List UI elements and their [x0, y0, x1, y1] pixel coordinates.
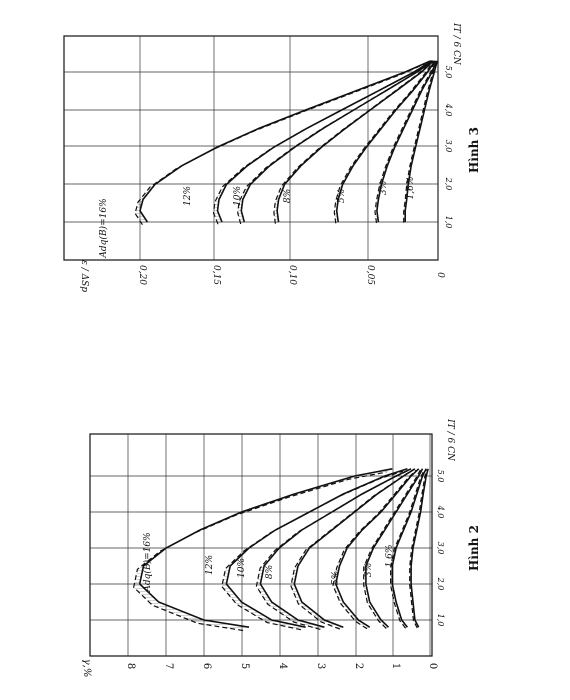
chart-3-series-label: 1,6% [406, 177, 416, 200]
chart-3-x-tick: 2,0 [444, 177, 453, 191]
chart-3-x-tick: 1,0 [444, 216, 453, 229]
chart-2-series-label: Adq(B)=16% [142, 532, 153, 592]
chart-3-series-lines [134, 60, 439, 226]
series-line [365, 468, 424, 628]
chart-2-series-lines [133, 468, 429, 632]
chart-3-y-tick: 0,20 [137, 265, 147, 285]
chart-3-x-tick: 3,0 [444, 140, 453, 153]
chart-3-series-label: 8% [283, 189, 293, 203]
chart-3-x-tick: 5,0 [444, 66, 453, 79]
chart-2-x-tick: 3,0 [436, 542, 445, 555]
chart-2-series-label: 12% [205, 555, 215, 575]
series-line-dashed [333, 61, 434, 224]
chart-2-series-label: 8% [265, 565, 275, 579]
chart-2-x-tick: 5,0 [436, 470, 445, 483]
chart-2-y-tick: 3 [315, 663, 326, 669]
chart-3-y-tick: 0,15 [211, 265, 221, 285]
chart-3-y-tick-labels: 0 0,05 0,10 0,15 0,20 [137, 265, 445, 285]
series-line [139, 60, 431, 223]
chart-3-caption: Hình 3 [467, 127, 481, 173]
chart-2-y-tick: 5 [239, 663, 250, 669]
chart-3-series-label: 5% [337, 189, 347, 203]
chart-2-series-label: 10% [237, 558, 247, 578]
series-line-dashed [133, 471, 387, 632]
chart-2-x-tick: 4,0 [436, 505, 445, 519]
chart-2-y-tick: 7 [163, 663, 174, 669]
chart-3-y-tick: 0 [435, 272, 445, 278]
chart-3-y-tick: 0,05 [365, 265, 375, 285]
chart-2-y-tick: 4 [277, 663, 288, 669]
series-line [259, 468, 412, 628]
plot-frame [89, 433, 433, 657]
chart-2-x-tick: 1,0 [436, 614, 445, 627]
chart-2-series-label: 3% [364, 563, 374, 577]
series-line-dashed [390, 469, 426, 629]
series-line-dashed [403, 61, 437, 223]
chart-2-x-tick-labels: 1,0 2,0 3,0 4,0 5,0 [436, 470, 445, 627]
series-line [138, 468, 393, 628]
series-line-dashed [409, 469, 428, 629]
series-line [410, 468, 429, 628]
series-line-dashed [374, 61, 436, 224]
series-line [276, 60, 435, 223]
chart-3-x-axis-label: IT / 6 CN [451, 22, 461, 66]
chart-3-series-label: 12% [183, 186, 193, 206]
plot-frame [63, 35, 439, 261]
series-line-dashed [290, 470, 412, 630]
series-line [293, 468, 416, 628]
series-line [391, 468, 427, 628]
hatched-band [133, 468, 393, 631]
chart-hinh-2: 0 1 2 3 4 5 6 7 8 γ,% 1,0 2,0 3,0 4,0 5,… [81, 418, 481, 677]
chart-2-y-axis-label: γ,% [81, 659, 92, 678]
series-line [334, 468, 420, 628]
chart-2-y-tick: 2 [353, 663, 364, 669]
series-line-dashed [363, 469, 421, 629]
chart-2-series-label: 5% [331, 571, 341, 585]
series-line [335, 60, 436, 223]
chart-3-series-label: 10% [233, 186, 243, 206]
series-line [240, 60, 434, 223]
chart-2-y-tick-labels: 0 1 2 3 4 5 6 7 8 [125, 663, 438, 669]
chart-2-y-tick: 6 [201, 663, 212, 669]
series-line [225, 468, 408, 628]
chart-2-x-tick: 2,0 [436, 577, 445, 591]
hatched-band [213, 60, 432, 225]
chart-3-series-labels: Adq(B)=16% 12% 10% 8% 5% 3% 1,6% [98, 177, 416, 259]
chart-2-y-tick: 1 [390, 663, 401, 669]
chart-3-series-label: Adq(B)=16% [98, 198, 109, 258]
chart-2-x-axis-label: IT / 6 CN [445, 418, 455, 462]
chart-3-grid [63, 35, 439, 261]
series-line-dashed [221, 470, 403, 631]
chart-3-x-tick: 4,0 [444, 103, 453, 117]
chart-3-series-label: 3% [379, 181, 389, 195]
chart-2-series-labels: Adq(B)=16% 12% 10% 8% 5% 3% 1,6% [142, 532, 395, 592]
hatched-band [334, 60, 435, 224]
series-line [404, 60, 439, 222]
chart-3-y-axis-label: ε / ΔSp [79, 260, 89, 292]
chart-2-y-tick: 8 [125, 663, 136, 669]
chart-2-series-label: 1,6% [385, 545, 395, 568]
series-line [216, 60, 433, 223]
chart-2-y-tick: 0 [427, 663, 438, 669]
chart-3-y-tick: 0,10 [287, 265, 297, 285]
chart-3-x-tick-labels: 1,0 2,0 3,0 4,0 5,0 [444, 66, 453, 229]
chart-2-caption: Hình 2 [467, 525, 481, 571]
chart-hinh-3: 0 0,05 0,10 0,15 0,20 ε / ΔSp 1,0 2,0 3,… [63, 22, 481, 292]
series-line [376, 60, 438, 223]
